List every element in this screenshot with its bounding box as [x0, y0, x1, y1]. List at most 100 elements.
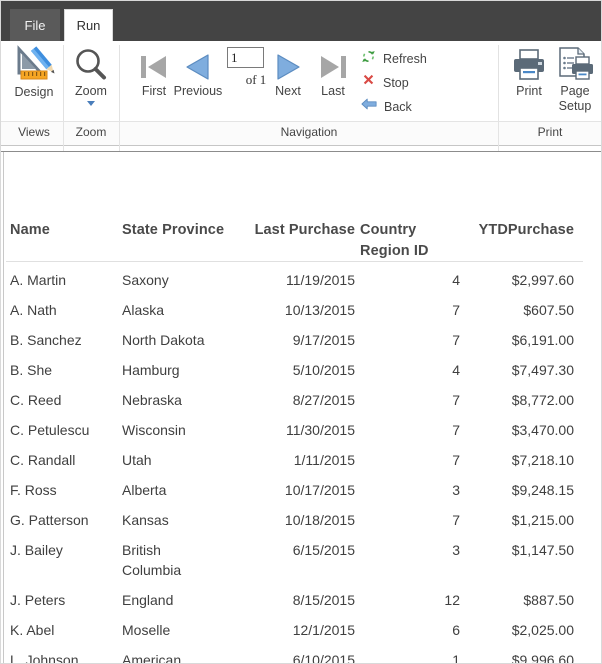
cell-name: L. Johnson	[10, 652, 79, 664]
cell-name: J. Peters	[10, 592, 66, 608]
group-divider-views	[63, 45, 64, 155]
table-row[interactable]: J. Bailey British Columbia 6/15/2015 3 $…	[4, 540, 601, 590]
cell-country-region-id: 7	[452, 302, 460, 318]
cell-state: Saxony	[122, 272, 169, 288]
cell-country-region-id: 7	[452, 332, 460, 348]
header-separator	[6, 261, 583, 262]
refresh-button[interactable]: Refresh	[361, 49, 427, 69]
cell-name: F. Ross	[10, 482, 57, 498]
last-page-label: Last	[321, 84, 345, 98]
page-setup-button[interactable]: Page Setup	[551, 46, 599, 114]
design-label: Design	[14, 85, 54, 99]
cell-name: A. Martin	[10, 272, 67, 288]
column-header-name: Name	[10, 222, 50, 238]
cell-date: 10/17/2015	[284, 482, 355, 498]
cell-state: Alaska	[122, 302, 165, 318]
back-button[interactable]: Back	[361, 97, 412, 116]
cell-ytd: $9,996.60	[511, 652, 574, 664]
cell-state: England	[122, 592, 174, 608]
cell-state: British Columbia	[122, 542, 182, 578]
back-arrow-icon	[361, 97, 377, 116]
cell-country-region-id: 12	[444, 592, 460, 608]
cell-date: 11/30/2015	[285, 422, 355, 438]
table-row[interactable]: B. Sanchez North Dakota 9/17/2015 7 $6,1…	[4, 330, 601, 356]
cell-state: Nebraska	[122, 392, 182, 408]
table-row[interactable]: C. Petulescu Wisconsin 11/30/2015 7 $3,4…	[4, 420, 601, 446]
cell-country-region-id: 3	[452, 542, 460, 558]
stop-label: Stop	[383, 76, 409, 90]
last-page-button[interactable]: Last	[311, 50, 355, 99]
group-label-zoom: Zoom	[75, 125, 107, 139]
cell-state: Kansas	[122, 512, 169, 528]
zoom-label: Zoom	[75, 84, 107, 98]
cell-country-region-id: 3	[452, 482, 460, 498]
cell-ytd: $3,470.00	[511, 422, 574, 438]
page-total-label: of 1	[245, 72, 267, 87]
table-row[interactable]: F. Ross Alberta 10/17/2015 3 $9,248.15	[4, 480, 601, 506]
cell-ytd: $607.50	[523, 302, 574, 318]
first-page-button[interactable]: First	[131, 50, 177, 99]
cell-country-region-id: 7	[452, 422, 460, 438]
cell-date: 10/13/2015	[284, 302, 355, 318]
zoom-button[interactable]: Zoom	[67, 46, 115, 106]
table-row[interactable]: A. Martin Saxony 11/19/2015 4 $2,997.60	[4, 270, 601, 296]
cell-name: A. Nath	[10, 302, 57, 318]
group-label-divider-1	[63, 122, 64, 145]
cell-country-region-id: 4	[452, 272, 460, 288]
cell-name: G. Patterson	[10, 512, 89, 528]
cell-ytd: $6,191.00	[511, 332, 574, 348]
magnifier-icon	[71, 46, 111, 84]
cell-date: 1/11/2015	[293, 452, 355, 468]
next-page-button[interactable]: Next	[265, 50, 311, 99]
cell-ytd: $1,147.50	[511, 542, 574, 558]
previous-page-button[interactable]: Previous	[169, 50, 227, 99]
cell-ytd: $1,215.00	[511, 512, 574, 528]
column-header-last-purchase: Last Purchase	[254, 222, 355, 238]
print-button[interactable]: Print	[505, 46, 553, 99]
group-label-divider-3	[498, 122, 499, 145]
page-number-input[interactable]	[227, 47, 264, 68]
table-row[interactable]: C. Randall Utah 1/11/2015 7 $7,218.10	[4, 450, 601, 476]
cell-name: B. Sanchez	[10, 332, 82, 348]
stop-button[interactable]: Stop	[361, 73, 409, 93]
tab-run[interactable]: Run	[64, 9, 113, 41]
cell-date: 11/19/2015	[285, 272, 355, 288]
refresh-label: Refresh	[383, 52, 427, 66]
cell-state: Moselle	[122, 622, 171, 638]
cell-country-region-id: 7	[452, 452, 460, 468]
cell-state: Hamburg	[122, 362, 180, 378]
print-label: Print	[516, 84, 542, 98]
design-button[interactable]: Design	[7, 45, 61, 100]
cell-country-region-id: 1	[452, 652, 460, 664]
cell-date: 5/10/2015	[292, 362, 355, 378]
cell-date: 12/1/2015	[292, 622, 355, 638]
table-row[interactable]: J. Peters England 8/15/2015 12 $887.50	[4, 590, 601, 616]
cell-ytd: $8,772.00	[511, 392, 574, 408]
chevron-down-icon[interactable]	[87, 101, 95, 106]
cell-name: J. Bailey	[10, 542, 63, 558]
table-row[interactable]: K. Abel Moselle 12/1/2015 6 $2,025.00	[4, 620, 601, 646]
cell-state: Alberta	[122, 482, 167, 498]
cell-state: Utah	[122, 452, 152, 468]
table-row[interactable]: A. Nath Alaska 10/13/2015 7 $607.50	[4, 300, 601, 326]
cell-date: 8/15/2015	[292, 592, 355, 608]
table-row[interactable]: G. Patterson Kansas 10/18/2015 7 $1,215.…	[4, 510, 601, 536]
cell-date: 8/27/2015	[292, 392, 355, 408]
cell-ytd: $2,025.00	[511, 622, 574, 638]
ribbon-commands: Design Zoom	[1, 41, 601, 155]
cell-country-region-id: 4	[452, 362, 460, 378]
cell-ytd: $9,248.15	[511, 482, 574, 498]
tab-file[interactable]: File	[10, 9, 60, 41]
table-row[interactable]: L. Johnson American Samoa 6/10/2015 1 $9…	[4, 650, 601, 664]
cell-name: B. She	[10, 362, 53, 378]
ribbon: Design Zoom	[1, 41, 601, 155]
previous-page-icon	[180, 50, 216, 84]
previous-page-label: Previous	[173, 84, 223, 98]
table-row[interactable]: B. She Hamburg 5/10/2015 4 $7,497.30	[4, 360, 601, 386]
table-row[interactable]: C. Reed Nebraska 8/27/2015 7 $8,772.00	[4, 390, 601, 416]
cell-ytd: $887.50	[523, 592, 574, 608]
report-viewer[interactable]: Name State Province Last Purchase Countr…	[1, 151, 601, 663]
cell-state: American Samoa	[122, 652, 182, 664]
ribbon-tabstrip: File Run	[1, 1, 601, 41]
cell-state: North Dakota	[122, 332, 205, 348]
